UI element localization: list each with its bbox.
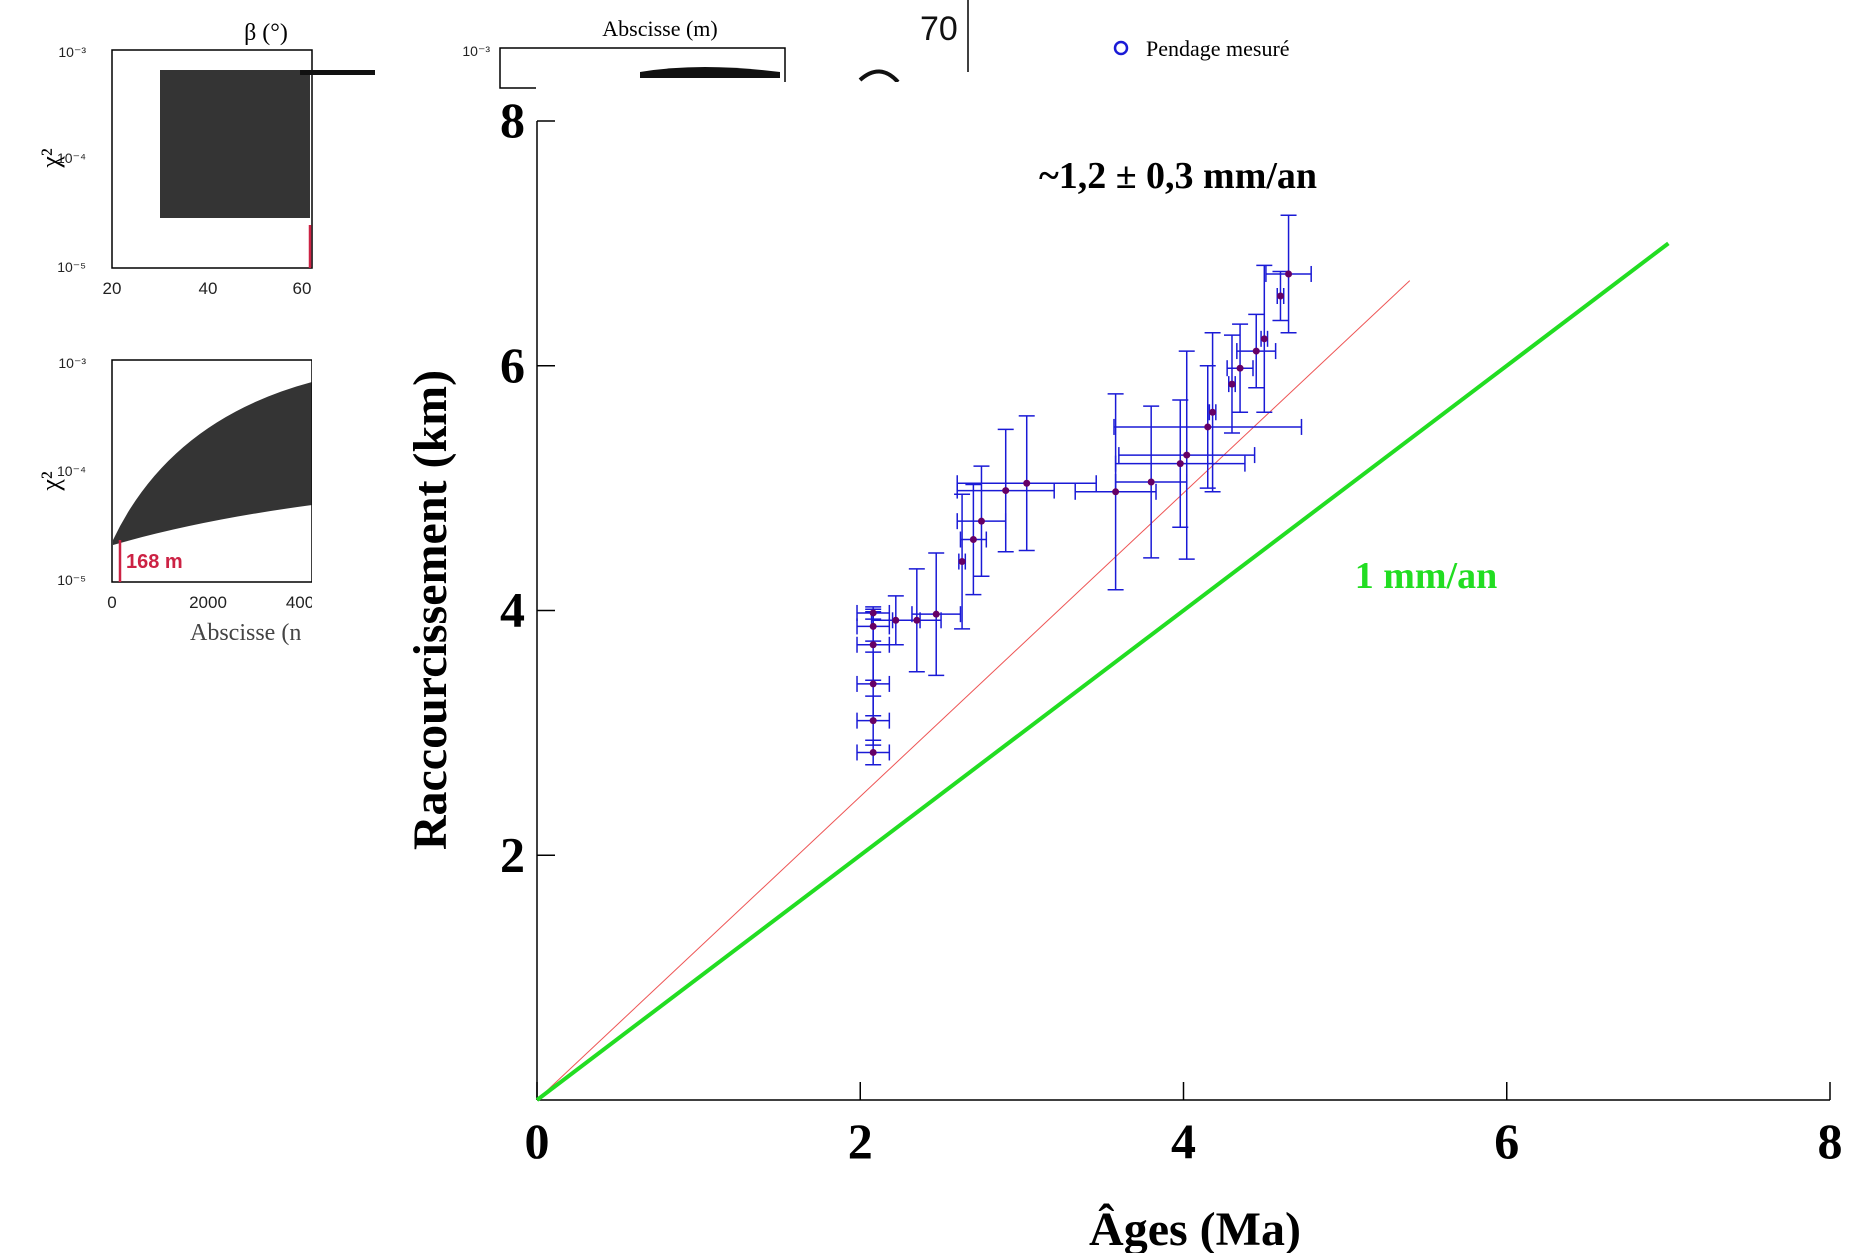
bg-panel-bottom-xtick: 400 bbox=[286, 593, 314, 612]
bg-panel-beta-xtick: 40 bbox=[199, 279, 218, 298]
bg-panel-bottom-ytick: 10⁻⁵ bbox=[57, 572, 86, 588]
data-point bbox=[958, 558, 966, 566]
bg-panel-bottom-ytick: 10⁻⁴ bbox=[57, 463, 86, 479]
x-tick-label: 2 bbox=[848, 1113, 873, 1169]
data-point bbox=[1183, 451, 1191, 459]
y-axis-label: Raccourcissement (km) bbox=[404, 370, 457, 850]
bg-panel-abscisse-bottom: 10⁻³ 10⁻⁴ 10⁻⁵ χ² 0 2000 400 Abscisse (n… bbox=[36, 355, 314, 646]
data-point bbox=[1260, 335, 1268, 343]
bg-panel-bottom-xlabel: Abscisse (n bbox=[190, 620, 301, 646]
y-tick-label: 6 bbox=[500, 337, 525, 393]
legend-open-circle-icon bbox=[1113, 40, 1129, 56]
x-tick-label: 4 bbox=[1171, 1113, 1196, 1169]
data-point bbox=[1147, 478, 1155, 486]
data-point bbox=[932, 610, 940, 618]
bg-panel-beta-xtick: 20 bbox=[103, 279, 122, 298]
data-point bbox=[1112, 488, 1120, 496]
data-point bbox=[913, 616, 921, 624]
data-point bbox=[1176, 460, 1184, 468]
bg-panel-bottom-annotation: 168 m bbox=[126, 551, 183, 573]
reference-lines bbox=[535, 241, 1670, 1102]
y-tick-label: 8 bbox=[500, 92, 525, 148]
x-axis-label: Âges (Ma) bbox=[1089, 1202, 1301, 1253]
data-point bbox=[869, 609, 877, 617]
bg-panel-beta-ytick: 10⁻⁴ bbox=[57, 150, 86, 166]
bg-panel-beta-scatter-cloud bbox=[160, 70, 310, 218]
data-point bbox=[1276, 292, 1284, 300]
bg-panel-beta-xtick: 60 bbox=[293, 279, 312, 298]
bg-panel-beta-scatter-edge bbox=[300, 70, 375, 75]
data-point bbox=[1209, 408, 1217, 416]
data-points bbox=[869, 270, 1293, 756]
data-point bbox=[1228, 380, 1236, 388]
x-tick-label: 6 bbox=[1494, 1113, 1519, 1169]
data-point bbox=[869, 641, 877, 649]
bg-fragment-curve bbox=[858, 69, 900, 84]
annotation-rate-fit: ~1,2 ± 0,3 mm/an bbox=[1039, 155, 1317, 197]
bg-panel-bottom-ylabel: χ² bbox=[36, 471, 65, 492]
bg-panel-abscisse: Abscisse (m) 10⁻³ bbox=[462, 16, 786, 89]
data-point bbox=[892, 616, 900, 624]
data-point bbox=[969, 536, 977, 544]
data-point bbox=[1252, 347, 1260, 355]
data-point bbox=[869, 680, 877, 688]
data-point bbox=[977, 517, 985, 525]
bg-panel-abscisse-scatter-cloud bbox=[640, 67, 780, 78]
bg-fragment-tick: 70 bbox=[920, 10, 958, 48]
x-tick-label: 8 bbox=[1818, 1113, 1843, 1169]
main-chart-backdrop bbox=[536, 82, 1857, 1253]
main-chart-label-backdrop bbox=[312, 300, 542, 1253]
bg-panel-bottom-xtick: 2000 bbox=[189, 593, 227, 612]
annotation-rate-reference: 1 mm/an bbox=[1355, 555, 1498, 597]
axis-ticks: 0 2 4 6 8 2 4 6 8 bbox=[500, 92, 1843, 1169]
x-tick-label: 0 bbox=[525, 1113, 550, 1169]
y-tick-label: 2 bbox=[500, 826, 525, 882]
data-point bbox=[869, 748, 877, 756]
data-point bbox=[1285, 270, 1293, 278]
bg-panel-beta-title: β (°) bbox=[244, 20, 288, 46]
data-point bbox=[1236, 364, 1244, 372]
reference-rate-line bbox=[535, 241, 1670, 1102]
y-tick-label: 4 bbox=[500, 582, 525, 638]
bg-panel-abscisse-title: Abscisse (m) bbox=[602, 16, 717, 41]
bg-fragment-right: 70 Pendage mesuré bbox=[858, 0, 1290, 84]
legend-label: Pendage mesuré bbox=[1146, 36, 1290, 61]
data-point bbox=[1002, 487, 1010, 495]
main-chart: 0 2 4 6 8 2 4 6 8 ~1,2 ± 0,3 mm/an 1 mm/an Âges … bbox=[404, 92, 1843, 1256]
data-point bbox=[1204, 423, 1212, 431]
bg-panel-beta-ylabel: χ² bbox=[36, 148, 65, 169]
bg-panel-bottom-ytick: 10⁻³ bbox=[58, 355, 86, 371]
data-point bbox=[1023, 479, 1031, 487]
bg-panel-beta-ytick: 10⁻³ bbox=[58, 44, 86, 60]
bg-panel-beta-ytick: 10⁻⁵ bbox=[57, 259, 86, 275]
bg-panel-beta: β (°) 10⁻³ 10⁻⁴ 10⁻⁵ χ² 20 40 60 bbox=[36, 20, 375, 298]
bg-panel-bottom-scatter-cloud bbox=[113, 382, 312, 545]
bg-panel-abscisse-ytick: 10⁻³ bbox=[462, 43, 490, 59]
fit-rate-line bbox=[536, 280, 1411, 1101]
data-point bbox=[869, 622, 877, 630]
bg-panel-bottom-xtick: 0 bbox=[107, 593, 116, 612]
data-point bbox=[869, 717, 877, 725]
